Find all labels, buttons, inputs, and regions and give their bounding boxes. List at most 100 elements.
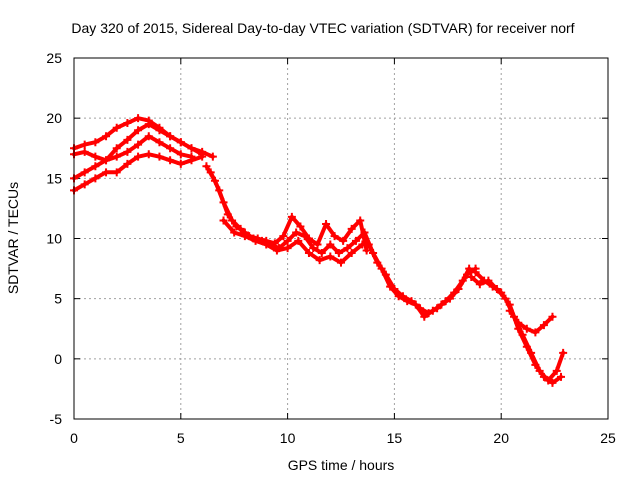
data-point [420, 312, 429, 321]
data-point [544, 376, 553, 385]
data-point [522, 324, 531, 333]
data-point [123, 147, 132, 156]
data-point [134, 126, 143, 135]
y-tick-label: 10 [46, 231, 62, 247]
data-point [230, 228, 239, 237]
data-point [326, 240, 335, 249]
data-point [123, 135, 132, 144]
data-point [518, 330, 527, 339]
data-point [91, 162, 100, 171]
data-point [548, 378, 557, 387]
data-point [223, 210, 232, 219]
data-point [364, 240, 373, 249]
data-point [123, 118, 132, 127]
data-point [403, 297, 412, 306]
data-point [535, 366, 544, 375]
data-point [240, 232, 249, 241]
y-tick-label: 25 [46, 50, 62, 66]
data-point [91, 152, 100, 161]
data-point [304, 248, 313, 257]
data-point [176, 159, 185, 168]
data-point [91, 174, 100, 183]
data-points [70, 114, 568, 387]
data-point [559, 348, 568, 357]
data-point [351, 236, 360, 245]
data-point [337, 258, 345, 267]
series-pass-9 [369, 248, 480, 321]
data-point [296, 222, 305, 231]
data-point [347, 248, 356, 257]
data-point [187, 144, 196, 153]
data-point [80, 140, 89, 149]
data-point [386, 282, 395, 291]
data-point [317, 248, 326, 257]
data-point [360, 228, 369, 237]
data-point [176, 138, 185, 147]
data-point [155, 126, 164, 135]
data-point [80, 168, 89, 177]
data-point [219, 216, 228, 225]
data-point [539, 321, 548, 330]
data-point [251, 236, 260, 245]
data-point [484, 276, 493, 285]
data-point [102, 156, 111, 165]
data-point [369, 248, 378, 257]
data-point [343, 244, 352, 253]
data-point [134, 114, 143, 123]
data-point [202, 162, 211, 171]
data-point [294, 236, 303, 245]
data-point [80, 147, 89, 156]
data-point [112, 168, 121, 177]
data-point [144, 120, 153, 129]
data-point [198, 152, 207, 161]
data-point [80, 180, 89, 189]
data-point [454, 285, 463, 294]
data-point [232, 222, 241, 231]
data-point [527, 348, 536, 357]
data-point [134, 140, 143, 149]
data-point [91, 138, 100, 147]
x-tick-label: 25 [600, 430, 616, 446]
data-point [102, 168, 111, 177]
data-point [166, 156, 175, 165]
data-point [155, 152, 164, 161]
data-point [492, 285, 501, 294]
series-pass-7 [219, 216, 367, 267]
tick-labels: 0 5 10 15 20 25 -5 0 5 10 15 20 25 [46, 50, 616, 446]
data-point [313, 240, 322, 249]
y-tick-label: 0 [54, 351, 62, 367]
x-tick-label: 10 [280, 430, 296, 446]
data-point [334, 248, 343, 257]
data-point [362, 246, 371, 255]
data-point [155, 138, 164, 147]
data-point [445, 294, 454, 303]
data-point [315, 256, 324, 265]
data-point [112, 123, 121, 132]
data-point [411, 300, 420, 309]
data-point [134, 152, 143, 161]
series-track [507, 308, 555, 335]
data-point [339, 236, 348, 245]
x-tick-label: 0 [70, 430, 78, 446]
data-point [428, 306, 437, 315]
x-axis-label: GPS time / hours [288, 457, 395, 473]
plot-frame [73, 57, 609, 420]
series-pass-12 [505, 306, 557, 337]
data-point [514, 318, 523, 327]
data-point [300, 232, 309, 241]
data-point [208, 152, 217, 161]
data-point [356, 216, 365, 225]
data-point [176, 150, 185, 159]
data-point [166, 132, 175, 141]
data-point [144, 132, 153, 141]
data-point [287, 212, 296, 221]
y-tick-label: 5 [54, 291, 62, 307]
data-point [166, 144, 175, 153]
data-point [123, 159, 132, 168]
data-point [206, 168, 215, 177]
data-point [283, 236, 292, 245]
y-tick-label: 15 [46, 170, 62, 186]
data-point [112, 152, 121, 161]
data-point [283, 244, 292, 253]
